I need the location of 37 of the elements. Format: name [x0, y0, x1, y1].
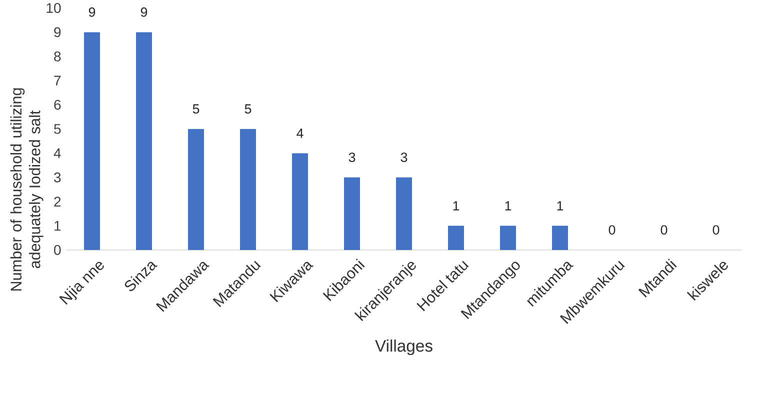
data-label: 3 [400, 152, 408, 162]
bar [84, 32, 100, 250]
data-label: 1 [453, 201, 460, 210]
data-label: 0 [660, 225, 668, 235]
data-label: 1 [557, 201, 564, 210]
data-label: 3 [348, 152, 356, 162]
bar [188, 128, 204, 250]
y-tick-label: 4 [54, 148, 61, 158]
bar [448, 226, 464, 250]
y-tick-label: 6 [54, 100, 61, 110]
x-axis-title: Villages [375, 340, 432, 356]
y-tick-label: 10 [46, 3, 61, 13]
bar [500, 226, 516, 250]
y-tick-label: 3 [54, 172, 61, 182]
y-tick-label: 1 [54, 220, 61, 231]
data-label: 1 [505, 201, 512, 210]
x-tick-label: Njia nne [59, 262, 104, 305]
data-label: 5 [192, 104, 200, 114]
bar [396, 177, 412, 250]
bar [240, 128, 256, 250]
y-tick-label: 2 [54, 196, 61, 206]
bar [552, 226, 568, 250]
y-axis-title: Number of household utilizing adequately Iodized salt [10, 88, 44, 291]
y-tick-label: 0 [54, 245, 61, 255]
y-tick-label: 5 [54, 124, 61, 134]
bar [292, 153, 308, 250]
data-label: 5 [244, 104, 252, 114]
y-tick-label: 7 [54, 76, 61, 86]
bar [136, 32, 152, 250]
data-label: 4 [296, 128, 304, 138]
bar [344, 177, 360, 250]
y-tick-label: 9 [54, 27, 61, 38]
data-label: 0 [608, 225, 616, 235]
y-tick-label: 8 [54, 51, 61, 62]
data-label: 9 [140, 7, 148, 17]
data-label: 9 [88, 7, 96, 17]
data-label: 0 [712, 225, 720, 235]
